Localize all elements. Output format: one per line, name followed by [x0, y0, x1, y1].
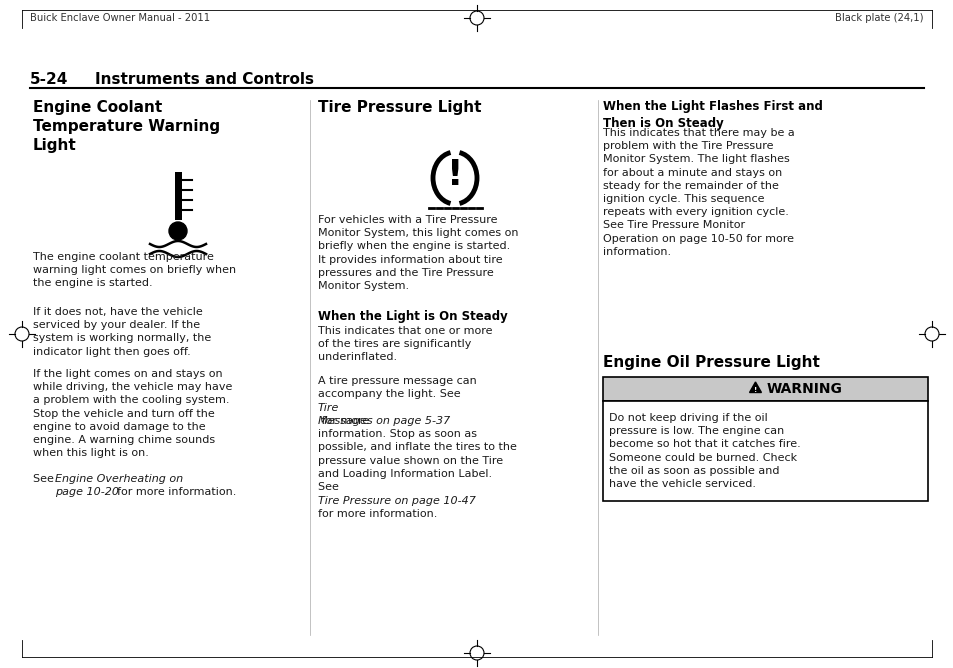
Text: If the light comes on and stays on
while driving, the vehicle may have
a problem: If the light comes on and stays on while… — [33, 369, 233, 458]
Text: for more information.: for more information. — [33, 487, 236, 497]
Text: Do not keep driving if the oil
pressure is low. The engine can
become so hot tha: Do not keep driving if the oil pressure … — [608, 413, 800, 489]
Text: Black plate (24,1): Black plate (24,1) — [835, 13, 923, 23]
Text: When the Light Flashes First and
Then is On Steady: When the Light Flashes First and Then is… — [602, 100, 822, 130]
Text: for more
information. Stop as soon as
possible, and inflate the tires to the
pre: for more information. Stop as soon as po… — [317, 416, 517, 492]
Text: Instruments and Controls: Instruments and Controls — [95, 72, 314, 87]
Text: A tire pressure message can
accompany the light. See: A tire pressure message can accompany th… — [317, 376, 476, 399]
Text: The engine coolant temperature
warning light comes on briefly when
the engine is: The engine coolant temperature warning l… — [33, 252, 236, 289]
Text: If it does not, have the vehicle
serviced by your dealer. If the
system is worki: If it does not, have the vehicle service… — [33, 307, 211, 357]
Text: When the Light is On Steady: When the Light is On Steady — [317, 310, 507, 323]
Text: !: ! — [753, 387, 757, 393]
Text: WARNING: WARNING — [765, 382, 841, 396]
Text: This indicates that there may be a
problem with the Tire Pressure
Monitor System: This indicates that there may be a probl… — [602, 128, 794, 257]
Text: Engine Overheating on
page 10-20: Engine Overheating on page 10-20 — [55, 474, 183, 497]
Text: Engine Coolant
Temperature Warning
Light: Engine Coolant Temperature Warning Light — [33, 100, 220, 154]
Text: See: See — [33, 474, 57, 484]
Text: for more information.: for more information. — [317, 509, 436, 519]
Text: Tire Pressure on page 10-47: Tire Pressure on page 10-47 — [317, 496, 476, 506]
Text: Engine Oil Pressure Light: Engine Oil Pressure Light — [602, 355, 819, 370]
Bar — [602, 401, 927, 501]
Bar — [602, 377, 927, 401]
Text: !: ! — [446, 158, 463, 192]
Text: Tire
Messages on page 5-37: Tire Messages on page 5-37 — [317, 403, 450, 426]
Bar — [174, 172, 182, 220]
Polygon shape — [749, 382, 760, 393]
Text: Buick Enclave Owner Manual - 2011: Buick Enclave Owner Manual - 2011 — [30, 13, 210, 23]
Circle shape — [169, 222, 187, 240]
Text: This indicates that one or more
of the tires are significantly
underinflated.: This indicates that one or more of the t… — [317, 326, 492, 363]
Text: 5-24: 5-24 — [30, 72, 69, 87]
Text: For vehicles with a Tire Pressure
Monitor System, this light comes on
briefly wh: For vehicles with a Tire Pressure Monito… — [317, 215, 518, 291]
Text: Tire Pressure Light: Tire Pressure Light — [317, 100, 481, 115]
